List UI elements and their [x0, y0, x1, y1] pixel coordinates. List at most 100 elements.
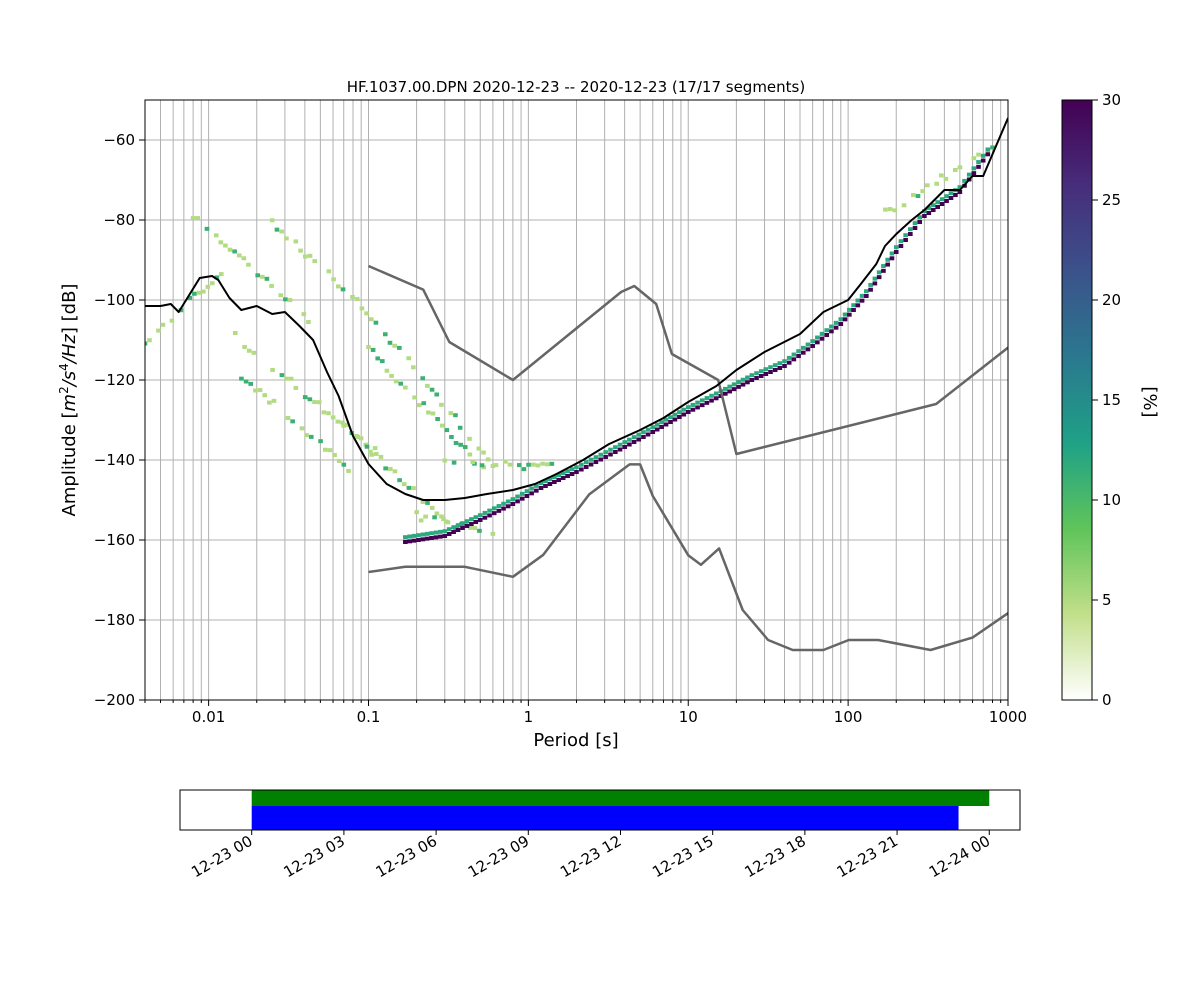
density-cell [641, 430, 646, 435]
timeline-tick-label: 12-23 12 [557, 832, 624, 881]
density-cell [416, 403, 422, 408]
density-cell [985, 152, 991, 157]
density-cell [749, 373, 755, 378]
density-cell [359, 306, 365, 311]
density-cell [893, 245, 899, 250]
density-cell [971, 156, 977, 161]
density-cell [990, 145, 995, 150]
density-cell [341, 462, 347, 467]
density-cell [842, 312, 848, 317]
density-cell [251, 350, 257, 355]
density-cell [271, 398, 277, 403]
density-cell [190, 216, 196, 221]
chart-title: HF.1037.00.DPN 2020-12-23 -- 2020-12-23 … [347, 78, 805, 96]
density-cell [709, 393, 714, 398]
density-cell [205, 284, 211, 289]
x-tick-label: 10 [679, 708, 698, 726]
density-cell [613, 445, 618, 450]
density-cell [892, 208, 898, 213]
timeline-tick-label: 12-23 15 [649, 832, 716, 881]
density-cell [898, 239, 904, 244]
density-cell [552, 480, 557, 484]
density-cell [939, 197, 945, 202]
density-cell [374, 451, 379, 456]
density-cell [985, 147, 991, 152]
density-cell [462, 445, 468, 450]
density-cell [859, 293, 865, 298]
density-cell [908, 232, 913, 236]
density-cell [416, 538, 421, 542]
y-tick-label: −100 [94, 291, 135, 309]
colorbar-tick-label: 5 [1102, 591, 1112, 609]
density-cell [420, 376, 426, 381]
x-tick-label: 0.1 [357, 708, 381, 726]
density-cell [980, 153, 986, 158]
density-cell [868, 287, 873, 292]
density-cell [515, 494, 520, 499]
density-cell [824, 328, 830, 333]
density-cell [763, 367, 769, 372]
density-cell [441, 517, 446, 522]
density-cell [663, 417, 669, 422]
density-cell [622, 440, 628, 445]
density-cell [805, 347, 811, 352]
density-cell [481, 450, 486, 455]
density-cell [290, 419, 295, 424]
density-cell [842, 317, 848, 322]
density-cell [279, 229, 284, 234]
density-cell [529, 491, 534, 496]
density-cell [805, 342, 811, 347]
density-cell [451, 460, 457, 465]
density-cell [864, 289, 869, 294]
colorbar [1061, 99, 1093, 701]
density-cell [398, 381, 404, 386]
density-cell [392, 343, 397, 348]
density-cell [442, 529, 448, 534]
density-cell [446, 532, 452, 536]
density-cell [859, 298, 865, 303]
density-cell [403, 540, 408, 544]
density-cell [922, 214, 927, 218]
density-cell [473, 515, 479, 520]
density-cell [608, 452, 613, 457]
density-cell [284, 376, 289, 381]
density-cell [253, 388, 258, 393]
density-cell [407, 534, 413, 539]
density-cell [685, 405, 691, 410]
density-cell [872, 281, 878, 286]
density-cell [364, 444, 370, 449]
density-cell [524, 489, 530, 494]
density-cell [971, 171, 977, 176]
density-cell [336, 284, 341, 289]
density-cell [939, 202, 945, 206]
density-cell [713, 391, 719, 396]
density-cell [451, 525, 456, 530]
density-cell [147, 338, 152, 343]
density-cell [364, 311, 369, 316]
density-cell [269, 283, 274, 288]
density-cell [304, 433, 309, 438]
density-cell [476, 446, 482, 451]
density-cell [285, 415, 291, 420]
density-cell [335, 419, 341, 424]
colorbar-tick-label: 30 [1102, 91, 1121, 109]
density-cell [519, 496, 525, 501]
timeline-tick-label: 12-23 09 [465, 832, 532, 881]
density-cell [397, 345, 402, 350]
density-cell [307, 397, 313, 402]
density-cell [681, 412, 687, 417]
density-cell [445, 520, 451, 525]
density-cell [847, 307, 852, 312]
density-cell [815, 335, 820, 340]
density-cell [327, 448, 333, 453]
density-cell [411, 486, 416, 491]
density-cell [926, 206, 932, 211]
density-cell [622, 445, 628, 449]
density-cell [316, 400, 322, 405]
y-tick-label: −80 [103, 211, 135, 229]
density-cell [293, 239, 299, 244]
density-cell [668, 420, 673, 424]
density-cell [579, 462, 584, 467]
density-cell [881, 268, 886, 273]
density-cell [507, 462, 513, 467]
